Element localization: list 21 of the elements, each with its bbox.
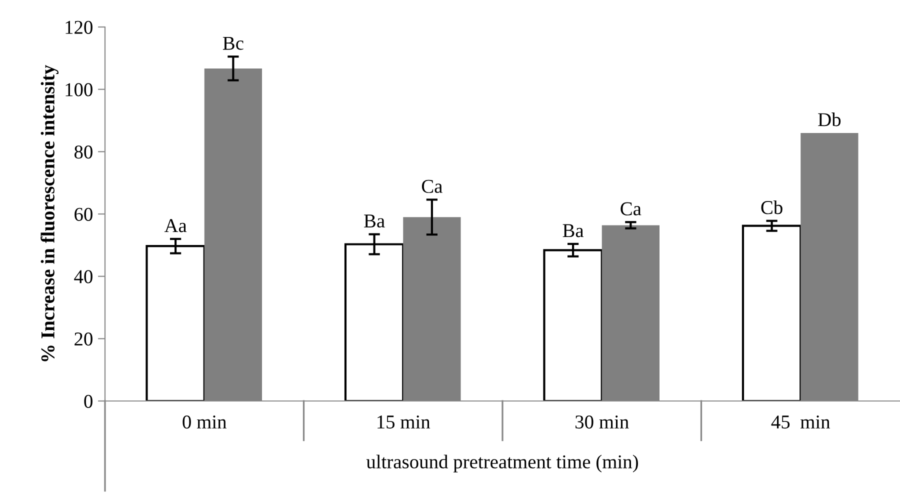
x-axis-title: ultrasound pretreatment time (min): [366, 454, 638, 472]
data-label: Bc: [222, 36, 244, 50]
y-tick-label: 100: [66, 83, 92, 96]
y-tick-label: 20: [74, 332, 92, 346]
data-label: Aa: [164, 219, 187, 232]
y-tick-label: 0: [84, 394, 92, 408]
data-label: Ba: [562, 224, 584, 238]
data-label: Ba: [364, 214, 385, 228]
data-label: Ca: [422, 180, 442, 193]
x-tick-label: 0 min: [182, 415, 226, 429]
data-label: Ca: [620, 202, 642, 216]
y-axis-title: % Increase in fluorescence intensity: [40, 64, 58, 362]
y-tick-label: 120: [66, 20, 92, 34]
x-tick-label: 30 min: [576, 415, 629, 429]
y-tick-label: 80: [74, 145, 92, 159]
x-tick-label: 15 min: [378, 416, 430, 429]
y-tick-label: 40: [74, 270, 92, 284]
data-label: Cb: [761, 200, 782, 214]
y-tick-label: 60: [74, 208, 92, 221]
data-label: Db: [818, 112, 841, 126]
x-tick-label: 45 min: [771, 416, 830, 429]
